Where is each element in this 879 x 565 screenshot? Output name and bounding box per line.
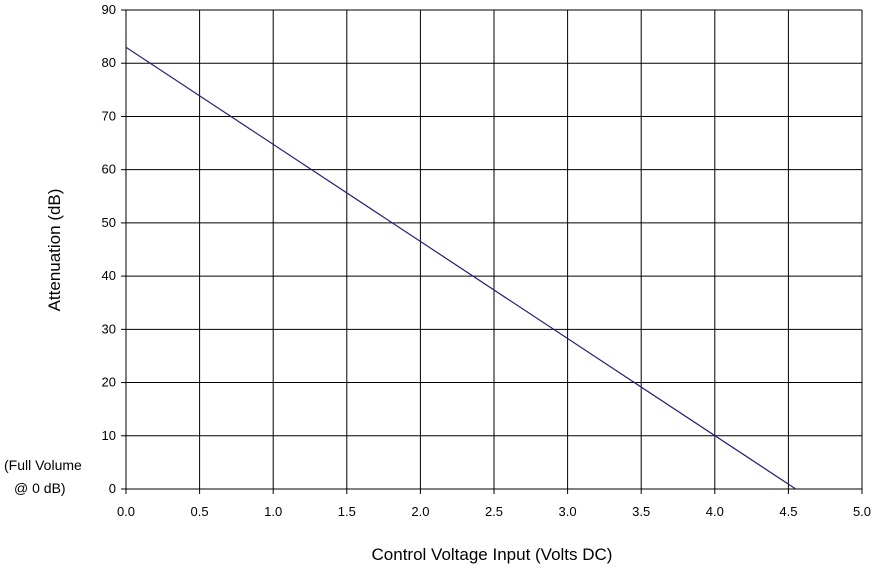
x-tick-label: 3.5 — [632, 504, 650, 519]
x-axis-title: Control Voltage Input (Volts DC) — [372, 545, 613, 564]
x-tick-label: 1.5 — [338, 504, 356, 519]
y-tick-label: 80 — [102, 55, 116, 70]
x-tick-label: 5.0 — [853, 504, 871, 519]
attenuation-line — [125, 46, 797, 490]
y-axis-title: Attenuation (dB) — [45, 189, 64, 312]
tick-labels: 0.0 0.5 1.0 1.5 2.0 2.5 3.0 3.5 4.0 4.5 5.0 0 10 20 30… — [102, 2, 872, 519]
x-tick-label: 0.0 — [117, 504, 135, 519]
y-tick-label: 10 — [102, 428, 116, 443]
x-tick-label: 0.5 — [191, 504, 209, 519]
y-tick-label: 60 — [102, 162, 116, 177]
x-tick-label: 2.5 — [485, 504, 503, 519]
y-tick-label: 70 — [102, 108, 116, 123]
full-volume-annotation-line2: @ 0 dB) — [14, 480, 66, 496]
x-tick-label: 2.0 — [411, 504, 429, 519]
x-tick-label: 4.0 — [706, 504, 724, 519]
y-tick-label: 50 — [102, 215, 116, 230]
y-tick-label: 0 — [109, 481, 116, 496]
y-tick-label: 30 — [102, 321, 116, 336]
y-tick-label: 40 — [102, 268, 116, 283]
x-tick-label: 1.0 — [264, 504, 282, 519]
full-volume-annotation-line1: (Full Volume — [4, 457, 82, 473]
x-tick-label: 4.5 — [779, 504, 797, 519]
y-tick-label: 90 — [102, 2, 116, 17]
series-layer — [125, 46, 797, 490]
x-tick-label: 3.0 — [559, 504, 577, 519]
grid — [121, 9, 863, 494]
y-tick-label: 20 — [102, 375, 116, 390]
